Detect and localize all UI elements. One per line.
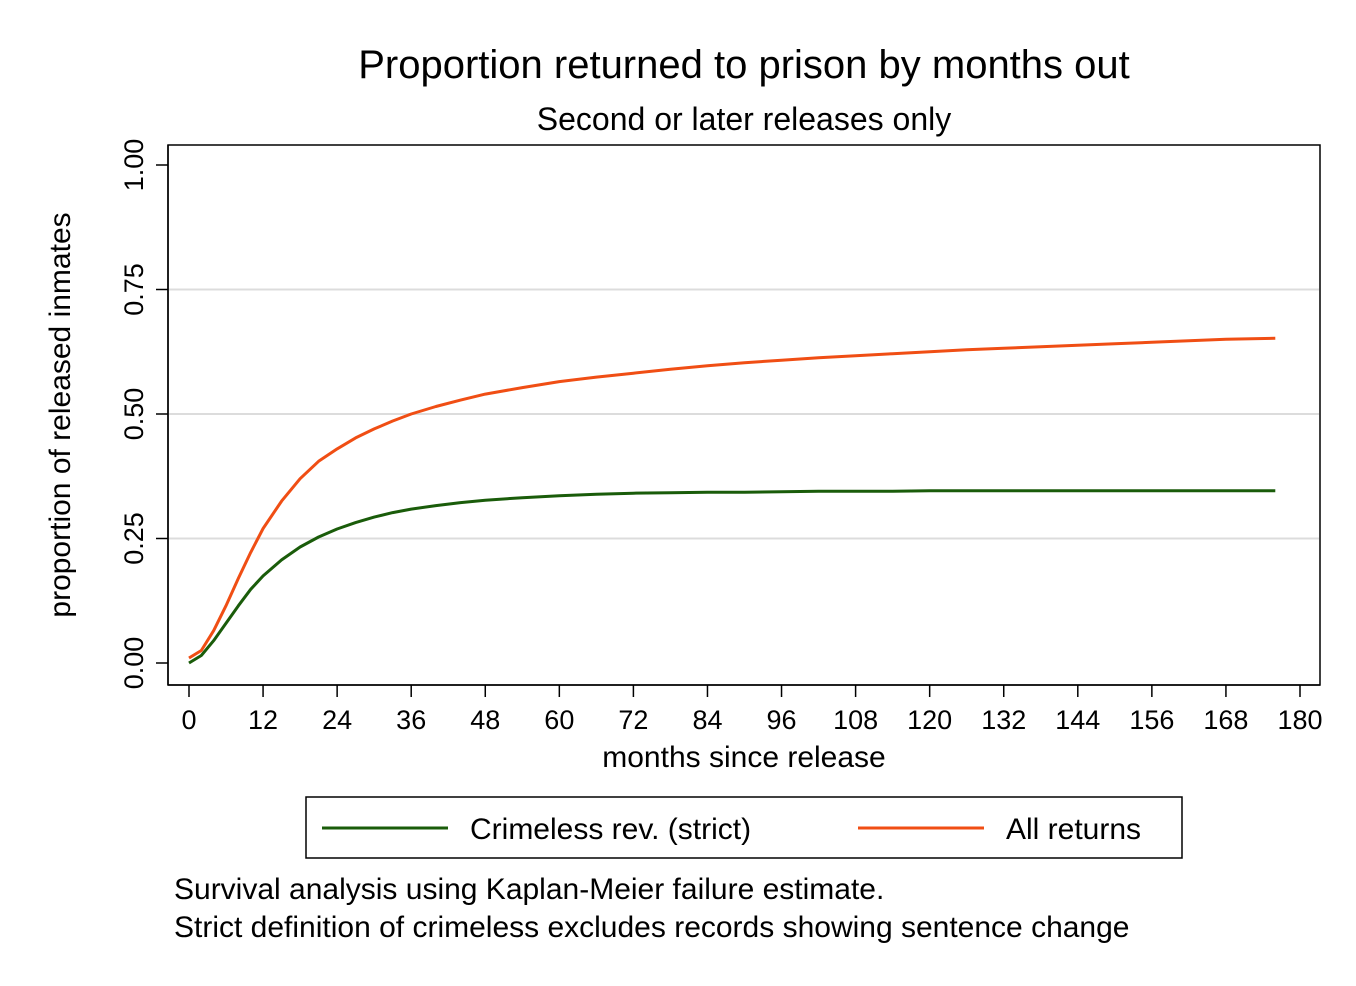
x-tick-label: 12 — [248, 705, 278, 735]
note-line-1: Survival analysis using Kaplan-Meier fai… — [174, 873, 884, 906]
y-axis-label: proportion of released inmates — [44, 212, 77, 617]
grid-lines — [169, 288, 1319, 540]
x-tick-label: 120 — [907, 705, 952, 735]
x-tick-label: 0 — [181, 705, 196, 735]
y-tick-label: 0.00 — [119, 637, 149, 690]
legend-label-all-returns: All returns — [1006, 813, 1141, 846]
x-tick-label: 84 — [692, 705, 722, 735]
x-tick-label: 72 — [618, 705, 648, 735]
x-tick-label: 180 — [1277, 705, 1322, 735]
legend-frame — [305, 796, 1183, 859]
x-tick-label: 60 — [544, 705, 574, 735]
x-axis: 0 12 24 36 48 60 72 84 96 108 120 132 144 156 168 180 — [168, 684, 1323, 735]
series-line-crimeless-rev-strict — [188, 489, 1276, 665]
x-axis-label: months since release — [602, 741, 885, 774]
chart-subtitle: Second or later releases only — [537, 101, 951, 137]
x-tick-label: 132 — [981, 705, 1026, 735]
y-tick-label: 1.00 — [119, 139, 149, 192]
y-tick-label: 0.50 — [119, 388, 149, 441]
legend-label-crimeless: Crimeless rev. (strict) — [470, 813, 751, 846]
x-tick-label: 48 — [470, 705, 500, 735]
legend: Crimeless rev. (strict) All returns — [305, 796, 1183, 859]
y-axis: 0.00 0.25 0.50 0.75 1.00 — [119, 139, 169, 690]
x-tick-label: 96 — [767, 705, 797, 735]
chart-title: Proportion returned to prison by months … — [358, 43, 1130, 87]
x-tick-label: 36 — [396, 705, 426, 735]
x-tick-label: 156 — [1129, 705, 1174, 735]
note-line-2: Strict definition of crimeless excludes … — [174, 911, 1130, 944]
x-tick-label: 108 — [833, 705, 878, 735]
y-tick-label: 0.75 — [119, 263, 149, 316]
y-tick-label: 0.25 — [119, 512, 149, 565]
series-line-all-returns — [188, 336, 1276, 660]
x-tick-label: 168 — [1203, 705, 1248, 735]
series-lines — [188, 336, 1276, 665]
x-tick-label: 24 — [322, 705, 352, 735]
x-tick-label: 144 — [1055, 705, 1100, 735]
